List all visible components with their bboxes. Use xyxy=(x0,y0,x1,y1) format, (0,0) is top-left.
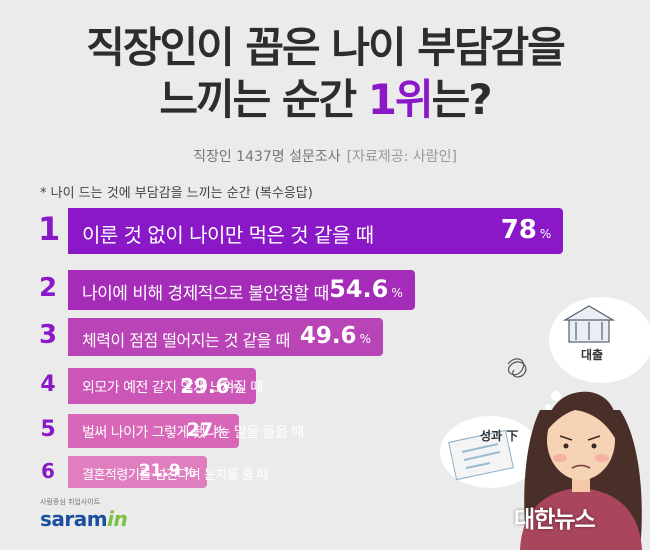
bar-label: 외모가 예전 같지 않게 느껴질 때 xyxy=(82,380,263,397)
title-highlight: 1위 xyxy=(367,75,434,124)
bar-value-unit: % xyxy=(183,465,196,480)
rank-number: 1 xyxy=(38,210,61,249)
rank-number: 4 xyxy=(40,371,56,397)
bar-value-number: 27 xyxy=(186,419,214,442)
bar xyxy=(68,414,240,448)
bar-value-unit: % xyxy=(539,226,552,241)
title-line-1: 직장인이 꼽은 나이 부담감을 xyxy=(86,23,566,72)
bar-value: 29.6% xyxy=(180,374,244,398)
newspaper-thought-bubble xyxy=(440,416,540,488)
chart-title: * 나이 드는 것에 부담감을 느끼는 순간 (복수응답) xyxy=(40,186,313,201)
bar xyxy=(68,456,208,488)
bar-value-number: 29.6 xyxy=(180,373,230,398)
scribble-thought xyxy=(507,358,527,378)
bar xyxy=(68,270,415,310)
bar-value-number: 21.9 xyxy=(138,461,181,482)
rank-number: 3 xyxy=(38,320,58,351)
bar xyxy=(68,318,383,356)
rank-number: 2 xyxy=(38,273,58,304)
bar-label: 체력이 점점 떨어지는 것 같을 때 xyxy=(82,331,290,351)
subtitle: 직장인 1437명 설문조사 [자료제공: 사람인] xyxy=(0,146,650,166)
saramin-logo: 사람중심 취업사이트 saramin xyxy=(40,497,128,531)
bar xyxy=(68,368,256,404)
logo-name: saramin xyxy=(40,507,128,531)
rank-number: 6 xyxy=(41,459,55,483)
bar-value-number: 78 xyxy=(500,214,537,245)
performance-low-label: 성과 下 xyxy=(480,429,519,443)
title-line-2-suffix: 는? xyxy=(431,75,493,124)
title-line-2-prefix: 느끼는 순간 xyxy=(159,75,368,124)
bar xyxy=(68,208,564,254)
bar-label: 결혼적령기를 넘긴다며 눈치를 줄 때 xyxy=(82,467,269,483)
bar-value-number: 54.6 xyxy=(329,275,389,304)
bar-label: 벌써 나이가 그렇게 됐냐는 말을 들을 때 xyxy=(82,425,304,442)
bar-value-unit: % xyxy=(216,425,228,440)
bar-value: 27% xyxy=(187,419,228,441)
logo-name-main: saram xyxy=(40,507,108,531)
survey-info: 직장인 1437명 설문조사 xyxy=(193,149,341,165)
worried-woman xyxy=(520,391,642,550)
page-title: 직장인이 꼽은 나이 부담감을 느끼는 순간 1위는? xyxy=(0,22,650,126)
bar-value: 21.9% xyxy=(139,461,195,481)
bank-loan-label: 대출 xyxy=(581,348,604,362)
bar-label: 이룬 것 없이 나이만 먹은 것 같을 때 xyxy=(82,222,374,247)
bar-value-number: 49.6 xyxy=(299,322,357,349)
bar-value: 49.6% xyxy=(300,323,371,349)
bank-thought-bubble xyxy=(545,297,650,410)
bar-value-unit: % xyxy=(359,331,371,346)
bar-label: 나이에 비해 경제적으로 불안정할 때 xyxy=(82,284,329,305)
news-watermark: 대한뉴스 xyxy=(514,507,596,533)
title-line-2: 느끼는 순간 1위는? xyxy=(0,74,650,126)
bar-value: 78% xyxy=(501,215,552,245)
bar-value-unit: % xyxy=(391,286,403,301)
rank-number: 5 xyxy=(40,416,56,442)
logo-name-accent: in xyxy=(107,507,128,531)
data-source: [자료제공: 사람인] xyxy=(346,149,457,165)
bar-value: 54.6% xyxy=(329,275,403,303)
bar-value-unit: % xyxy=(232,381,244,396)
logo-tagline: 사람중심 취업사이트 xyxy=(40,498,101,506)
